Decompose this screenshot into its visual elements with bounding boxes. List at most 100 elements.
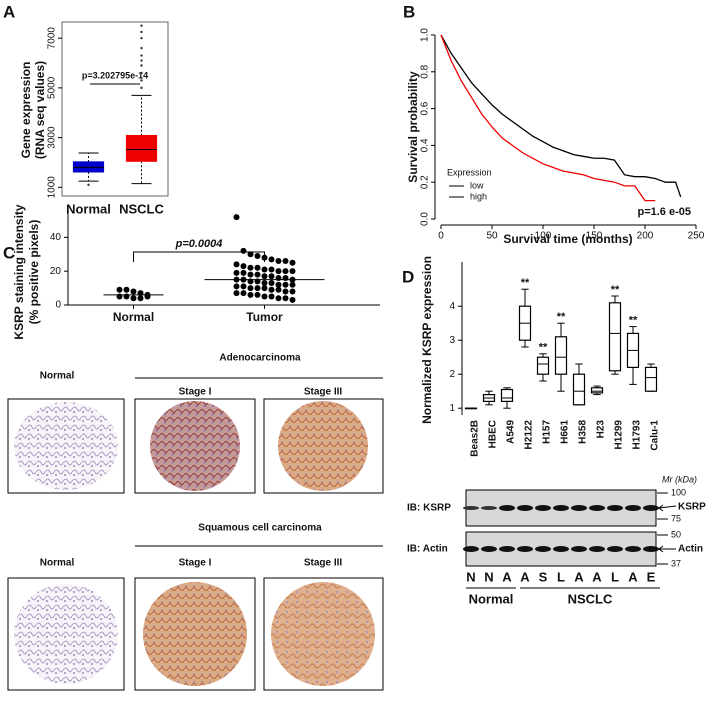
tissue-core	[150, 401, 240, 491]
data-point	[254, 252, 261, 259]
significance: **	[557, 311, 566, 323]
significance: **	[521, 277, 530, 289]
x-tick-label: Normal	[113, 310, 154, 324]
data-point	[275, 268, 282, 275]
data-point	[240, 290, 247, 297]
data-point	[233, 214, 240, 221]
y-axis-label: (% positive pixels)	[27, 220, 41, 325]
tissue-core	[271, 582, 375, 686]
outlier	[140, 59, 143, 62]
actin-band	[517, 546, 533, 552]
lane-label: L	[611, 569, 619, 584]
data-point	[268, 266, 275, 273]
blot-row-label: IB: KSRP	[407, 503, 451, 514]
data-point	[261, 273, 268, 280]
outlier	[140, 64, 143, 67]
y-axis-label: Survival probability	[406, 71, 420, 183]
data-point	[254, 264, 261, 271]
core-label: Stage III	[304, 387, 343, 398]
data-point	[247, 264, 254, 271]
data-point	[289, 281, 296, 288]
data-point	[247, 271, 254, 278]
ksrp-band	[481, 506, 497, 510]
lane-label: A	[592, 569, 602, 584]
legend-label: low	[470, 180, 484, 190]
outlier	[140, 86, 143, 90]
y-tick-label: 5000	[47, 76, 58, 99]
survival-curve	[440, 34, 682, 198]
x-tick-label: 50	[486, 231, 498, 242]
mw-marker: 50	[671, 529, 681, 539]
data-point	[289, 268, 296, 275]
outlier	[140, 54, 143, 57]
x-tick-label: Normal	[66, 201, 111, 216]
actin-band	[589, 546, 605, 552]
data-point	[268, 293, 275, 300]
data-point	[233, 283, 240, 290]
blot-row-label: IB: Actin	[407, 544, 448, 555]
data-point	[289, 296, 296, 303]
lane-label: N	[466, 569, 475, 584]
band-label: KSRP	[678, 502, 706, 513]
core-label: Stage III	[304, 558, 343, 569]
data-point	[261, 266, 268, 273]
ksrp-band	[499, 505, 515, 511]
ksrp-band	[607, 505, 623, 511]
x-tick-label: 100	[535, 231, 552, 242]
band-arrow	[658, 504, 677, 512]
actin-band	[499, 546, 515, 552]
data-point	[137, 295, 144, 302]
x-tick-label: Tumor	[246, 310, 283, 324]
data-point	[282, 258, 289, 265]
actin-band	[607, 546, 623, 552]
box	[608, 302, 622, 372]
data-point	[116, 286, 123, 293]
x-tick-label: NSCLC	[119, 201, 164, 216]
x-tick-label: H1793	[632, 420, 643, 450]
y-tick-label: 3000	[47, 126, 58, 149]
x-tick-label: 0	[438, 231, 444, 242]
box	[536, 356, 550, 375]
lane-label: S	[539, 569, 548, 584]
data-point	[240, 247, 247, 254]
data-point	[130, 288, 137, 295]
y-tick-label: 0.0	[420, 212, 431, 226]
band-label: Actin	[678, 544, 703, 555]
data-point	[275, 258, 282, 265]
group-label: NSCLC	[568, 591, 613, 606]
mw-label: Mr (kDa)	[662, 474, 697, 484]
mw-marker: 37	[671, 558, 681, 568]
data-point	[282, 295, 289, 302]
y-axis-label: Gene expression	[19, 62, 33, 159]
box	[500, 388, 514, 402]
panel-label: D	[402, 267, 414, 286]
box	[572, 373, 586, 406]
actin-band	[463, 546, 479, 552]
actin-band	[553, 546, 569, 552]
annotation: p=0.0004	[175, 238, 223, 250]
lane-label: A	[520, 569, 530, 584]
mw-marker: 100	[671, 487, 686, 497]
lane-label: A	[502, 569, 512, 584]
data-point	[233, 269, 240, 276]
data-point	[289, 259, 296, 266]
tissue-core	[143, 582, 247, 686]
core-label: Stage I	[179, 387, 212, 398]
significance-bracket	[133, 251, 265, 262]
y-axis-label: (RNA seq values)	[33, 61, 47, 159]
significance: **	[629, 315, 638, 327]
annotation: p=1.6 e-05	[637, 206, 691, 218]
ksrp-band	[553, 505, 569, 511]
y-tick-label: 40	[50, 232, 62, 243]
y-tick-label: 0.2	[420, 175, 431, 189]
x-tick-label: Calu-1	[650, 420, 661, 451]
ksrp-band	[589, 505, 605, 511]
data-point	[275, 286, 282, 293]
outlier	[140, 24, 143, 27]
mw-marker: 75	[671, 513, 681, 523]
x-tick-label: A549	[506, 420, 517, 444]
y-tick-label: 0	[55, 300, 61, 311]
x-tick-label: 150	[586, 231, 603, 242]
data-point	[130, 295, 137, 302]
